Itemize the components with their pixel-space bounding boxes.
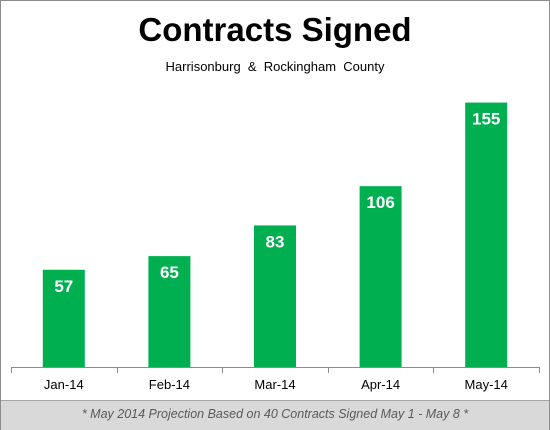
data-label: 155: [472, 110, 500, 129]
footnote-bar: * May 2014 Projection Based on 40 Contra…: [1, 400, 549, 430]
bar-may-14: [465, 102, 508, 368]
footnote-text: * May 2014 Projection Based on 40 Contra…: [81, 407, 469, 421]
x-tick-label: May-14: [465, 377, 508, 392]
bar-mar-14: [254, 225, 296, 367]
bar-feb-14: [148, 256, 191, 367]
chart-title: Contracts Signed: [138, 11, 412, 48]
x-tick-label: Apr-14: [361, 377, 400, 392]
data-label: 83: [266, 232, 285, 251]
bar-jan-14: [42, 269, 85, 367]
data-label: 57: [54, 277, 73, 296]
bar-chart: 57 Jan-14 65 Feb-14 83 Mar-14 106 Apr-14 155 May-…: [11, 102, 540, 392]
bar-apr-14: [359, 186, 402, 367]
chart-subtitle: Harrisonburg & Rockingham County: [165, 59, 385, 74]
data-label: 106: [366, 193, 394, 212]
x-tick-label: Mar-14: [254, 377, 295, 392]
data-label: 65: [160, 263, 179, 282]
x-tick-label: Feb-14: [149, 377, 190, 392]
x-tick-label: Jan-14: [44, 377, 84, 392]
